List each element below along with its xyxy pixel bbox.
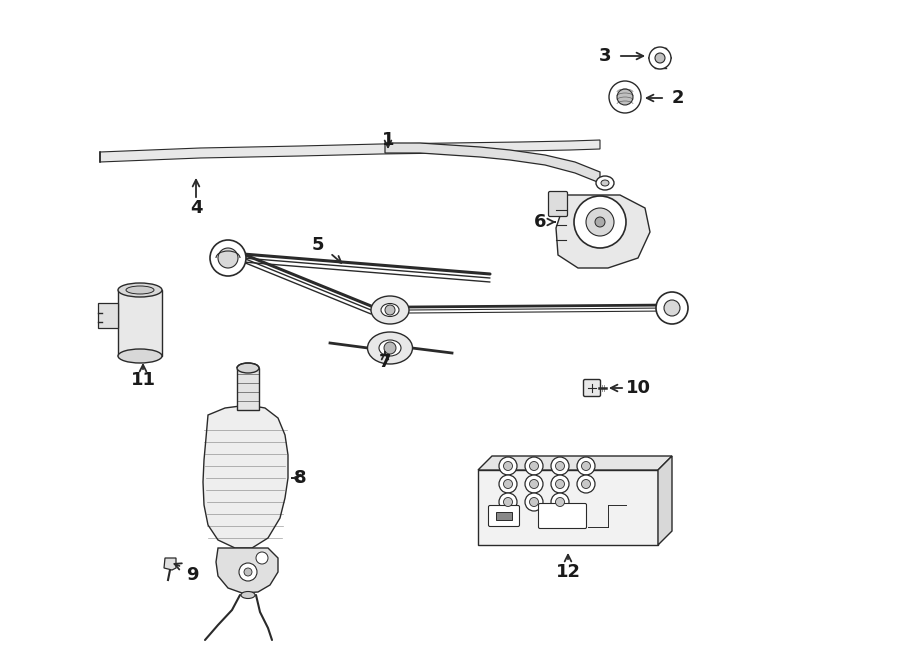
- Circle shape: [555, 498, 564, 506]
- Polygon shape: [385, 143, 600, 183]
- Circle shape: [525, 457, 543, 475]
- Polygon shape: [478, 470, 658, 545]
- Text: 12: 12: [555, 563, 580, 581]
- Circle shape: [503, 498, 512, 506]
- Ellipse shape: [118, 283, 162, 297]
- Circle shape: [499, 457, 517, 475]
- Polygon shape: [237, 368, 259, 410]
- Circle shape: [239, 563, 257, 581]
- Ellipse shape: [596, 176, 614, 190]
- Circle shape: [574, 196, 626, 248]
- Circle shape: [551, 493, 569, 511]
- Circle shape: [555, 479, 564, 488]
- Circle shape: [655, 53, 665, 63]
- Polygon shape: [203, 405, 288, 548]
- Text: 8: 8: [293, 469, 306, 487]
- Circle shape: [577, 457, 595, 475]
- Polygon shape: [658, 456, 672, 545]
- Ellipse shape: [118, 349, 162, 363]
- Ellipse shape: [126, 286, 154, 294]
- Circle shape: [529, 479, 538, 488]
- Polygon shape: [98, 303, 118, 328]
- FancyBboxPatch shape: [538, 504, 587, 529]
- Circle shape: [656, 292, 688, 324]
- Circle shape: [503, 461, 512, 471]
- Circle shape: [577, 475, 595, 493]
- Polygon shape: [216, 548, 278, 593]
- Circle shape: [586, 208, 614, 236]
- FancyBboxPatch shape: [489, 506, 519, 527]
- Text: 4: 4: [190, 199, 203, 217]
- Circle shape: [503, 479, 512, 488]
- FancyBboxPatch shape: [496, 512, 512, 520]
- Circle shape: [551, 475, 569, 493]
- Text: 1: 1: [382, 131, 394, 149]
- Polygon shape: [118, 290, 162, 356]
- Circle shape: [551, 457, 569, 475]
- Circle shape: [525, 493, 543, 511]
- FancyBboxPatch shape: [583, 379, 600, 397]
- Ellipse shape: [371, 296, 409, 324]
- Ellipse shape: [379, 340, 401, 356]
- Circle shape: [649, 47, 671, 69]
- Circle shape: [529, 461, 538, 471]
- Circle shape: [256, 552, 268, 564]
- Text: 11: 11: [130, 371, 156, 389]
- Circle shape: [384, 342, 396, 354]
- Text: 9: 9: [185, 566, 198, 584]
- Text: 2: 2: [671, 89, 684, 107]
- Text: 10: 10: [626, 379, 651, 397]
- Text: 6: 6: [534, 213, 546, 231]
- FancyBboxPatch shape: [548, 192, 568, 217]
- Circle shape: [555, 461, 564, 471]
- Circle shape: [218, 248, 238, 268]
- Ellipse shape: [601, 180, 609, 186]
- Circle shape: [525, 475, 543, 493]
- Circle shape: [385, 305, 395, 315]
- Ellipse shape: [381, 303, 399, 317]
- Text: 3: 3: [598, 47, 611, 65]
- Text: 5: 5: [311, 236, 324, 254]
- Polygon shape: [478, 456, 672, 470]
- Circle shape: [210, 240, 246, 276]
- Circle shape: [499, 493, 517, 511]
- Polygon shape: [100, 140, 600, 162]
- Circle shape: [581, 479, 590, 488]
- Circle shape: [581, 461, 590, 471]
- Circle shape: [244, 568, 252, 576]
- Circle shape: [529, 498, 538, 506]
- Polygon shape: [556, 195, 650, 268]
- Circle shape: [499, 475, 517, 493]
- Circle shape: [664, 300, 680, 316]
- Ellipse shape: [367, 332, 412, 364]
- Circle shape: [617, 89, 633, 105]
- Text: 7: 7: [379, 353, 392, 371]
- Circle shape: [609, 81, 641, 113]
- Ellipse shape: [241, 592, 255, 598]
- Polygon shape: [164, 558, 176, 570]
- Ellipse shape: [237, 363, 259, 373]
- Circle shape: [595, 217, 605, 227]
